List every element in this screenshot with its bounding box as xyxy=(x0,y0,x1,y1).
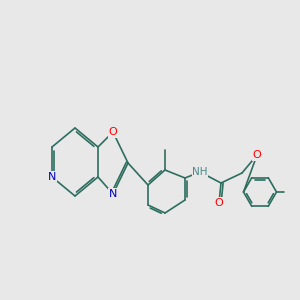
Text: O: O xyxy=(253,150,261,160)
Text: N: N xyxy=(48,172,56,182)
Text: O: O xyxy=(109,127,117,137)
Text: NH: NH xyxy=(192,167,208,177)
Text: O: O xyxy=(214,198,224,208)
Text: N: N xyxy=(109,189,117,199)
